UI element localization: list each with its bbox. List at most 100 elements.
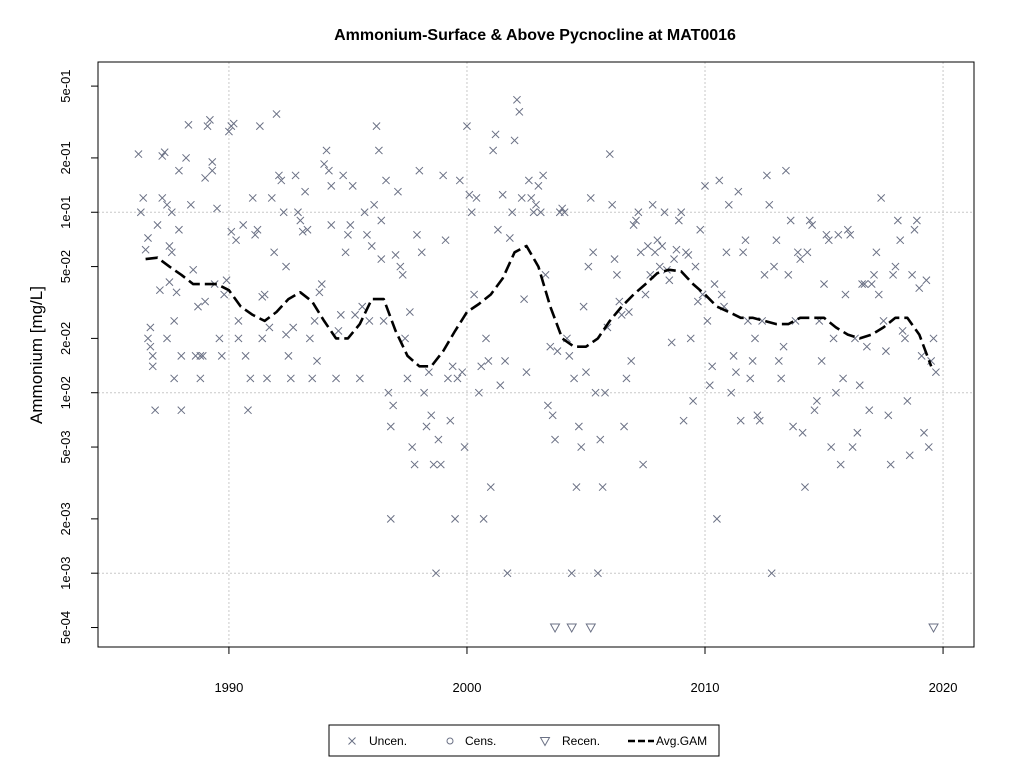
uncensored-point <box>684 250 693 259</box>
uncensored-point <box>379 316 388 325</box>
uncensored-point <box>279 208 288 217</box>
uncensored-point <box>753 411 762 420</box>
uncensored-point <box>415 166 424 175</box>
uncensored-point <box>232 236 241 245</box>
uncensored-point <box>843 225 852 234</box>
uncensored-point <box>789 422 798 431</box>
uncensored-point <box>313 356 321 365</box>
uncensored-point <box>151 406 160 415</box>
uncensored-point <box>448 362 457 371</box>
uncensored-point <box>827 443 836 452</box>
uncensored-point <box>251 230 260 239</box>
uncensored-point <box>696 225 705 234</box>
y-tick-label: 2e-02 <box>58 322 73 355</box>
uncensored-point <box>779 342 788 351</box>
uncensored-point <box>148 351 157 360</box>
uncensored-point <box>784 270 793 279</box>
uncensored-point <box>291 171 300 180</box>
uncensored-point <box>677 208 686 217</box>
uncensored-point <box>601 388 609 397</box>
uncensored-point <box>224 127 233 136</box>
uncensored-point <box>510 136 519 145</box>
uncensored-point <box>741 236 750 245</box>
uncensored-point <box>320 160 329 168</box>
uncensored-point <box>584 262 593 271</box>
uncensored-point <box>748 356 757 365</box>
uncensored-point <box>370 200 379 209</box>
uncensored-point <box>420 388 429 397</box>
recensored-point <box>566 623 578 634</box>
y-tick-label: 2e-01 <box>58 141 73 174</box>
uncensored-point <box>755 416 764 425</box>
x-axis: 1990 2000 2010 2020 <box>214 646 958 695</box>
uncensored-point <box>136 208 145 217</box>
uncensored-point <box>427 411 436 420</box>
legend-circle-symbol <box>446 737 454 745</box>
uncensored-point <box>922 276 931 285</box>
uncensored-point <box>146 323 155 332</box>
uncensored-point <box>734 187 743 196</box>
uncensored-point <box>422 422 431 431</box>
uncensored-point <box>586 194 595 202</box>
uncensored-point <box>391 250 400 259</box>
uncensored-point <box>572 483 581 492</box>
x-tick-label: 2010 <box>691 680 720 695</box>
uncensored-point <box>263 374 271 383</box>
uncensored-point <box>484 356 493 365</box>
uncensored-point <box>762 171 771 180</box>
uncensored-point <box>879 316 888 325</box>
legend-label: Uncen. <box>369 734 407 748</box>
uncensored-point <box>841 290 850 299</box>
uncensored-point <box>898 326 907 335</box>
uncensored-point <box>853 428 862 437</box>
uncensored-point <box>724 200 733 209</box>
uncensored-point <box>141 245 150 254</box>
uncensored-point <box>812 397 821 405</box>
uncensored-point <box>374 146 383 155</box>
uncensored-point <box>658 242 667 250</box>
uncensored-point <box>817 356 826 365</box>
uncensored-point <box>274 171 283 180</box>
uncensored-point <box>436 460 445 469</box>
uncensored-point <box>620 422 629 431</box>
uncensored-point <box>770 262 778 271</box>
recensored-point <box>928 623 939 634</box>
uncensored-point <box>443 374 452 383</box>
uncensored-point <box>705 381 714 390</box>
uncensored-point <box>165 242 174 250</box>
uncensored-point <box>610 255 619 264</box>
uncensored-point <box>884 411 893 420</box>
uncensored-point <box>805 216 814 225</box>
uncensored-point <box>172 288 181 297</box>
uncensored-point <box>301 187 310 196</box>
uncensored-point <box>432 569 440 578</box>
uncensored-point <box>167 208 176 217</box>
uncensored-point <box>479 514 488 523</box>
uncensored-point <box>855 381 864 390</box>
uncensored-point <box>439 171 448 180</box>
uncensored-point <box>365 316 374 325</box>
uncensored-point <box>167 248 176 257</box>
uncensored-point <box>627 356 636 365</box>
uncensored-point <box>189 265 198 274</box>
uncensored-point <box>346 221 355 229</box>
uncensored-point <box>386 422 395 431</box>
uncensored-point <box>139 194 148 202</box>
uncensored-point <box>691 262 700 271</box>
y-axis-label: Ammonium [mg/L] <box>27 286 46 424</box>
y-tick-label: 1e-02 <box>58 376 73 409</box>
uncensored-point <box>260 290 269 299</box>
uncensored-point <box>417 248 426 257</box>
uncensored-point <box>272 110 281 119</box>
uncensored-point <box>634 208 643 217</box>
uncensored-point <box>598 483 607 492</box>
uncensored-point <box>393 187 402 196</box>
uncensored-point <box>593 569 602 578</box>
uncensored-point <box>693 297 702 306</box>
uncensored-point <box>227 227 236 236</box>
uncensored-point <box>920 428 928 437</box>
uncensored-point <box>244 406 252 415</box>
uncensored-point <box>298 227 307 236</box>
uncensored-point <box>258 334 267 343</box>
uncensored-point <box>679 416 688 425</box>
